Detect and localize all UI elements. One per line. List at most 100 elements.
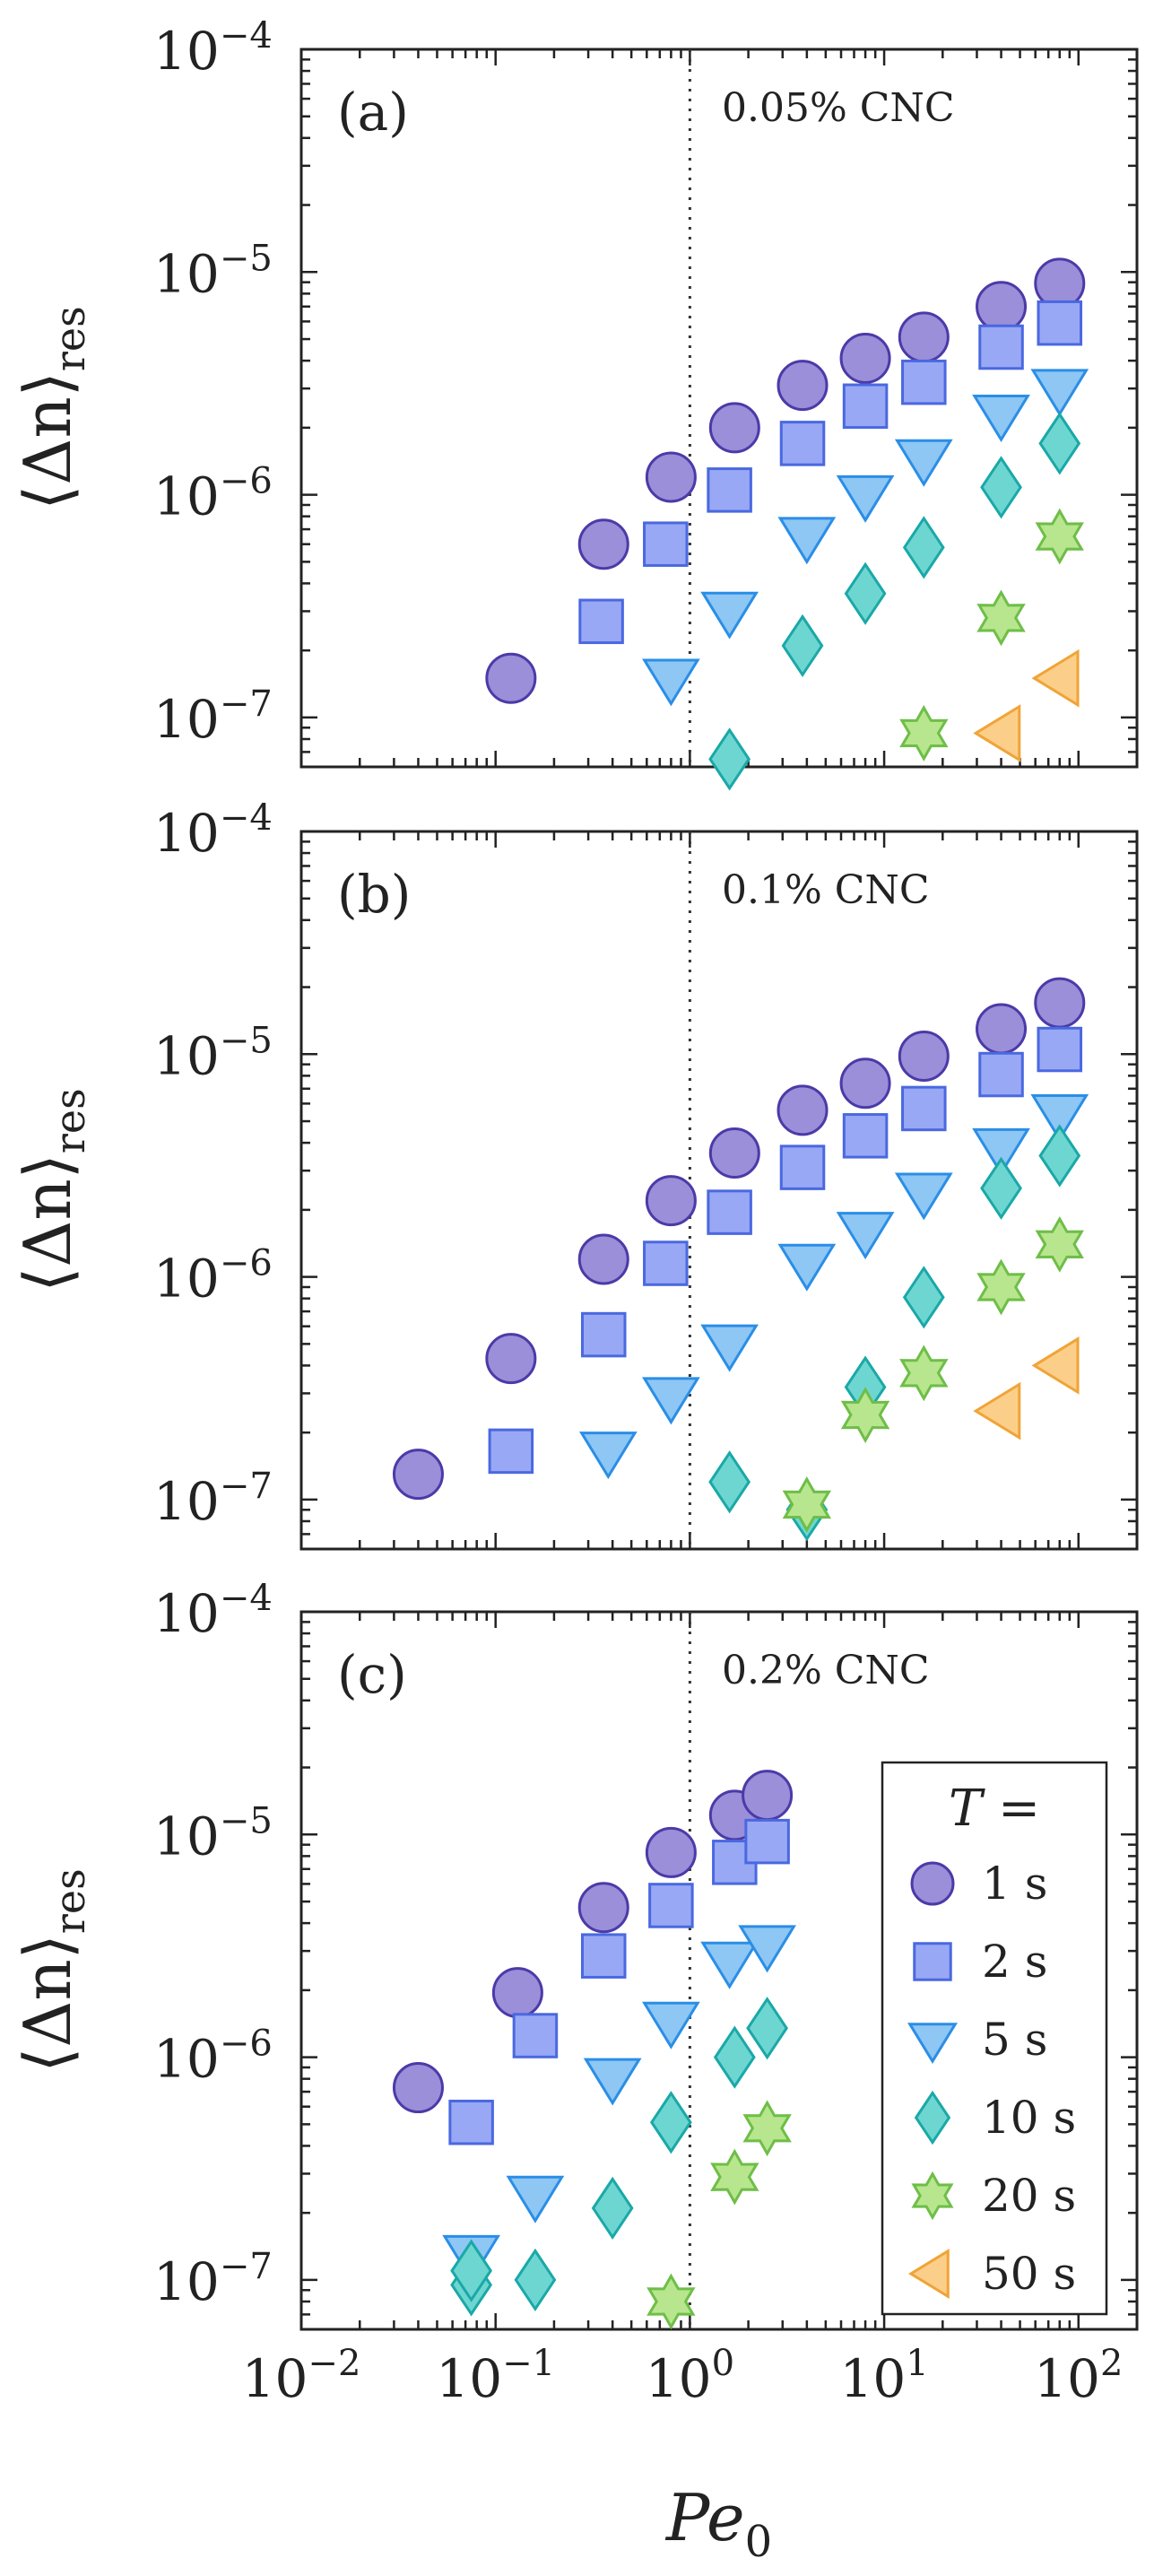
data-point <box>899 1345 949 1402</box>
data-point <box>777 517 837 565</box>
data-point <box>902 516 945 579</box>
data-point <box>746 1997 789 2060</box>
data-point <box>1038 412 1081 475</box>
x-tick-label: 100 <box>646 2343 734 2409</box>
data-point <box>700 1324 759 1372</box>
y-tick-label: 10−7 <box>153 2246 273 2312</box>
y-tick-label: 10−6 <box>153 2023 273 2090</box>
data-point <box>901 359 947 405</box>
y-axis-label: ⟨Δn⟩res <box>10 1088 94 1292</box>
data-point <box>645 1175 697 1227</box>
data-point <box>980 1156 1022 1220</box>
data-point <box>842 383 889 430</box>
data-point <box>646 2273 696 2330</box>
data-point <box>450 2239 493 2302</box>
data-point <box>578 1432 638 1480</box>
concentration-label: 0.2% CNC <box>722 1648 930 1693</box>
legend-marker <box>911 2171 954 2221</box>
data-point <box>707 1189 752 1235</box>
data-point <box>708 1127 760 1179</box>
legend-marker <box>914 2090 951 2145</box>
series-1s <box>485 257 1086 704</box>
data-point <box>1038 1124 1081 1188</box>
data-point <box>642 2001 700 2049</box>
legend-entry-label: 2 s <box>982 1936 1047 1988</box>
y-axis-label: ⟨Δn⟩res <box>10 306 94 509</box>
plot-frame <box>299 830 1139 1551</box>
data-point <box>708 727 751 791</box>
data-point <box>577 1233 629 1285</box>
series-10s <box>708 1124 1081 1542</box>
series-20s <box>782 1215 1084 1533</box>
legend-entry-label: 1 s <box>982 1858 1047 1910</box>
data-point <box>645 451 697 503</box>
data-point <box>512 2013 559 2058</box>
data-point <box>777 1084 829 1136</box>
data-point <box>779 421 826 466</box>
data-point <box>700 591 759 640</box>
legend-marker <box>910 1861 955 1906</box>
data-point <box>392 2062 444 2114</box>
data-point <box>708 402 760 454</box>
data-point <box>448 2099 494 2145</box>
y-tick-label: 10−7 <box>153 683 273 750</box>
data-point <box>506 2175 565 2224</box>
series-10s <box>450 1997 789 2317</box>
legend-entry-label: 5 s <box>982 2014 1047 2066</box>
data-point <box>583 2058 642 2106</box>
y-tick-label: 10−6 <box>153 461 273 527</box>
legend-marker <box>907 2023 958 2065</box>
data-point <box>485 652 537 704</box>
data-point <box>738 1925 796 1973</box>
plot-frame <box>299 1610 1139 2331</box>
data-point <box>840 1387 890 1443</box>
series-5s <box>642 369 1089 707</box>
data-point <box>488 1428 534 1475</box>
data-point <box>978 324 1024 370</box>
data-point <box>839 1057 891 1110</box>
data-point <box>700 1941 759 1989</box>
data-point <box>777 1243 837 1292</box>
data-point <box>779 1144 826 1190</box>
data-point <box>591 2176 634 2241</box>
data-point <box>844 561 887 625</box>
data-point <box>514 2248 557 2312</box>
data-point <box>642 1377 700 1425</box>
data-point <box>649 2091 692 2154</box>
y-tick-label: 10−6 <box>153 1243 273 1310</box>
x-axis-label: Pe0 <box>664 2480 772 2567</box>
data-point <box>782 1476 832 1533</box>
data-point <box>580 1933 627 1979</box>
data-point <box>842 1113 889 1159</box>
data-point <box>836 474 895 523</box>
data-point <box>1031 648 1080 708</box>
y-axis-label: ⟨Δn⟩res <box>10 1868 94 2072</box>
data-point <box>894 1172 953 1221</box>
data-point <box>972 1127 1030 1176</box>
data-point <box>1030 1094 1089 1142</box>
data-point <box>1034 977 1086 1029</box>
x-tick-label: 10−1 <box>436 2343 555 2409</box>
panel-tag: (c) <box>337 1644 407 1705</box>
y-tick-label: 10−4 <box>153 1578 273 1644</box>
concentration-label: 0.05% CNC <box>722 85 955 131</box>
data-point <box>578 598 624 645</box>
series-20s <box>646 2100 792 2330</box>
data-point <box>973 704 1021 762</box>
data-point <box>976 281 1028 333</box>
data-point <box>707 467 752 513</box>
x-tick-label: 102 <box>1034 2343 1123 2409</box>
data-point <box>742 2100 792 2157</box>
data-point <box>648 1883 694 1928</box>
data-point <box>973 1381 1021 1440</box>
data-point <box>839 332 891 384</box>
data-point <box>744 1818 790 1865</box>
legend-entry-label: 10 s <box>982 2092 1076 2144</box>
data-point <box>898 1030 950 1082</box>
concentration-label: 0.1% CNC <box>722 867 930 913</box>
data-point <box>1031 1336 1080 1395</box>
series-5s <box>578 1094 1089 1480</box>
data-point <box>1035 1215 1084 1273</box>
series-1s <box>392 1770 794 2114</box>
x-tick-label: 10−2 <box>242 2343 361 2409</box>
